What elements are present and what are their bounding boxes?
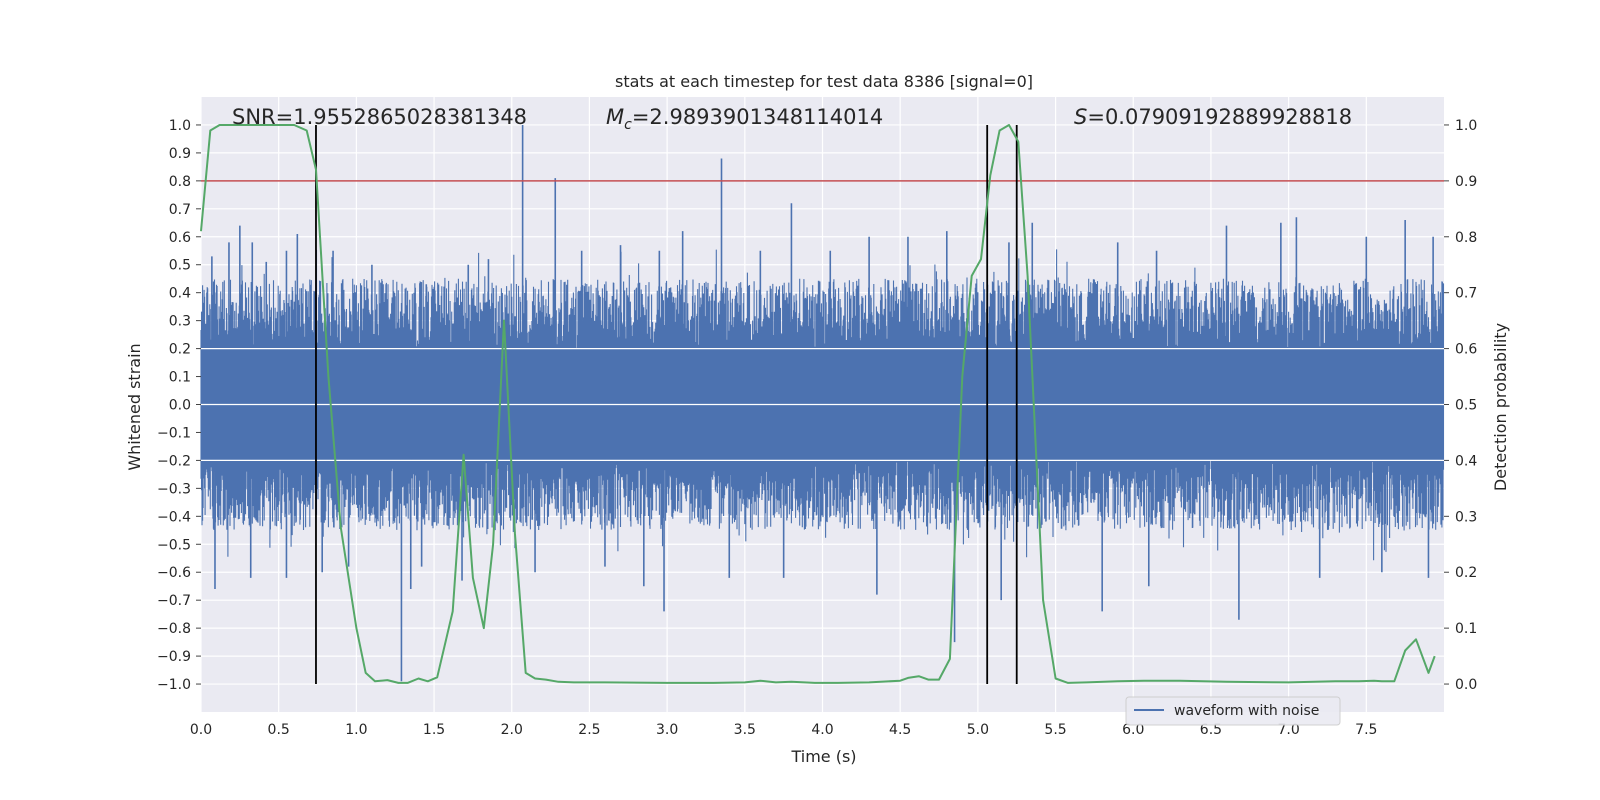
x-tick-label: 0.5 <box>268 722 290 738</box>
y-tick-label: 0.7 <box>169 202 191 218</box>
x-tick-label: 4.0 <box>811 722 833 738</box>
tick-labels: 0.0 0.5 1.0 1.5 2.0 2.5 3.0 3.5 4.0 4.5 5.0 5.5 6.0 6… <box>157 118 1477 738</box>
y-tick-label: −0.5 <box>157 537 191 553</box>
y-tick-label: 0.3 <box>169 314 191 330</box>
x-tick-label: 5.5 <box>1044 722 1066 738</box>
x-tick-label: 5.0 <box>967 722 989 738</box>
y-tick-label: −0.2 <box>157 453 191 469</box>
y2-tick-label: 0.1 <box>1455 621 1477 637</box>
x-tick-label: 3.5 <box>734 722 756 738</box>
x-tick-label: 7.5 <box>1355 722 1377 738</box>
x-tick-label: 1.5 <box>423 722 445 738</box>
y-tick-label: −1.0 <box>157 677 191 693</box>
y2-tick-label: 0.6 <box>1455 342 1477 358</box>
y-tick-label: −0.1 <box>157 425 191 441</box>
detection-probability-line <box>200 124 1436 684</box>
y-tick-label: −0.7 <box>157 593 191 609</box>
legend-label: waveform with noise <box>1174 703 1319 719</box>
y-tick-label: −0.4 <box>157 509 191 525</box>
x-tick-label: 2.5 <box>578 722 600 738</box>
vertical-lines <box>315 124 1018 685</box>
s-value: =0.07909192889928818 <box>1087 105 1352 129</box>
y-tick-label: −0.6 <box>157 565 191 581</box>
mc-value: =2.9893901348114014 <box>632 105 883 129</box>
s-annotation: S=0.07909192889928818 <box>1074 105 1352 129</box>
y2-tick-label: 1.0 <box>1455 118 1477 134</box>
y-tick-label: −0.3 <box>157 481 191 497</box>
y-tick-label: 0.0 <box>169 398 191 414</box>
x-axis-label: Time (s) <box>790 747 856 766</box>
y-tick-label: 0.5 <box>169 258 191 274</box>
y-tick-label: 0.8 <box>169 174 191 190</box>
x-tick-label: 2.0 <box>501 722 523 738</box>
mc-subscript: c <box>624 117 632 133</box>
y2-tick-label: 0.2 <box>1455 565 1477 581</box>
center-grid-lines <box>201 347 1444 462</box>
y2-tick-label: 0.7 <box>1455 286 1477 302</box>
y2-tick-label: 0.3 <box>1455 509 1477 525</box>
s-symbol: S <box>1074 105 1087 129</box>
legend-box <box>1125 696 1341 726</box>
y-tick-label: 0.4 <box>169 286 191 302</box>
x-tick-label: 6.0 <box>1122 722 1144 738</box>
y2-axis-label: Detection probability <box>1491 323 1510 491</box>
chart-title: stats at each timestep for test data 838… <box>615 72 1033 91</box>
x-tick-label: 0.0 <box>190 722 212 738</box>
snr-annotation: SNR=1.9552865028381348 <box>232 105 527 129</box>
x-tick-label: 7.0 <box>1277 722 1299 738</box>
y-tick-label: 0.1 <box>169 370 191 386</box>
x-tick-label: 3.0 <box>656 722 678 738</box>
legend: waveform with noise <box>1125 696 1341 726</box>
y-axis-label: Whitened strain <box>125 343 144 470</box>
y-tick-label: 0.2 <box>169 342 191 358</box>
probability-series <box>200 124 1436 684</box>
x-tick-label: 1.0 <box>345 722 367 738</box>
y2-tick-label: 0.9 <box>1455 174 1477 190</box>
y-tick-label: 0.6 <box>169 230 191 246</box>
mc-annotation: Mc=2.9893901348114014 <box>606 105 883 133</box>
y-tick-label: 1.0 <box>169 118 191 134</box>
y2-tick-label: 0.5 <box>1455 398 1477 414</box>
y2-tick-label: 0.8 <box>1455 230 1477 246</box>
mc-symbol: M <box>606 105 624 129</box>
x-tick-label: 6.5 <box>1200 722 1222 738</box>
y-tick-label: 0.9 <box>169 146 191 162</box>
x-tick-label: 4.5 <box>889 722 911 738</box>
y2-tick-label: 0.4 <box>1455 453 1477 469</box>
y-tick-label: −0.8 <box>157 621 191 637</box>
y-tick-label: −0.9 <box>157 649 191 665</box>
y2-tick-label: 0.0 <box>1455 677 1477 693</box>
